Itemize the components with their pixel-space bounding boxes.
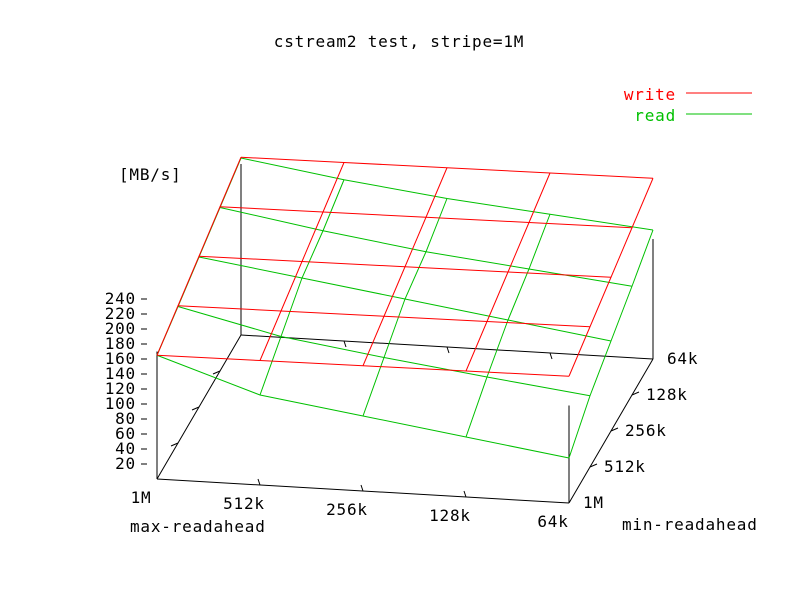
series-write-column	[362, 167, 448, 366]
y-tick-mark-left	[212, 370, 221, 375]
y-tick-mark	[610, 427, 619, 432]
series-read-column	[568, 229, 654, 459]
x-tick-label: 64k	[537, 512, 568, 531]
x-tick-mark-back	[549, 352, 553, 360]
z-tick-label: 160	[105, 349, 136, 368]
chart-title: cstream2 test, stripe=1M	[274, 32, 524, 51]
series-read-column	[362, 198, 448, 417]
x-tick-mark	[257, 478, 261, 486]
y-tick-mark	[631, 391, 640, 396]
y-tick-mark-left	[191, 406, 200, 411]
y-tick-mark-left	[170, 442, 179, 447]
series-read-row	[177, 306, 591, 397]
z-tick-label: 240	[105, 289, 136, 308]
series-write-column	[156, 157, 242, 356]
plot-frame	[156, 164, 654, 504]
legend-entry-write: write	[624, 85, 676, 104]
y-tick-label: 64k	[667, 349, 698, 368]
y-tick-label: 128k	[646, 385, 688, 404]
y-tick-label: 512k	[604, 457, 646, 476]
y-tick-label: 1M	[583, 493, 604, 512]
series-read-row	[219, 207, 633, 287]
y-tick-mark	[589, 463, 598, 468]
x-tick-label: 1M	[131, 488, 152, 507]
y-axis-label: min-readahead	[622, 515, 758, 534]
z-tick-label: 220	[105, 304, 136, 323]
legend: write read	[624, 85, 752, 125]
z-tick-label: 140	[105, 364, 136, 383]
x-tick-mark	[463, 490, 467, 498]
series-read-column	[465, 214, 551, 438]
z-tick-label: 120	[105, 379, 136, 398]
series-write-column	[465, 172, 551, 372]
y-tick-label: 256k	[625, 421, 667, 440]
series-write-column	[568, 178, 654, 377]
x-axis-label: max-readahead	[130, 517, 266, 536]
x-tick-label: 512k	[223, 494, 265, 513]
z-tick-label: 100	[105, 394, 136, 413]
z-tick-label: 200	[105, 319, 136, 338]
z-tick-label: 80	[115, 409, 136, 428]
x-tick-label: 256k	[326, 500, 368, 519]
series-read-row	[156, 354, 570, 459]
series-write-column	[259, 162, 345, 361]
surface-write	[156, 156, 654, 377]
z-tick-label: 180	[105, 334, 136, 353]
z-tick-label: 40	[115, 439, 136, 458]
x-tick-label: 128k	[429, 506, 471, 525]
x-tick-mark-back	[446, 346, 450, 354]
x-tick-mark	[360, 484, 364, 492]
series-read-column	[259, 179, 345, 396]
z-tick-label: 20	[115, 454, 136, 473]
z-axis-label: [MB/s]	[119, 165, 182, 184]
x-tick-mark-back	[343, 340, 347, 348]
legend-entry-read: read	[634, 106, 676, 125]
x-ticks: 1M 512k 256k 128k 64k	[131, 340, 568, 531]
z-tick-label: 60	[115, 424, 136, 443]
